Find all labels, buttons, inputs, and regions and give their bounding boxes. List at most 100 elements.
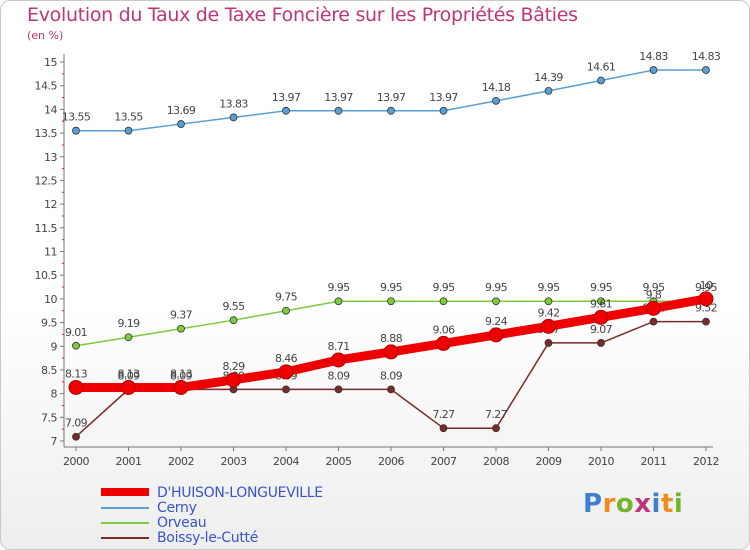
data-label-orveau: 9.95 — [380, 281, 403, 294]
data-point-boissy — [649, 317, 658, 326]
data-point-orveau — [439, 297, 448, 306]
data-label-dhuison: 9.42 — [537, 306, 559, 319]
y-tick-label: 7.5 — [41, 411, 57, 424]
data-point-cerny — [72, 126, 80, 135]
data-point-orveau — [177, 324, 185, 333]
chart-title: Evolution du Taux de Taxe Foncière sur l… — [27, 4, 578, 26]
data-point-dhuison — [331, 352, 346, 368]
data-label-boissy: 8.09 — [170, 369, 193, 382]
data-point-dhuison — [488, 327, 504, 343]
logo-letter: o — [615, 489, 635, 519]
data-label-orveau: 9.37 — [170, 309, 193, 322]
data-point-dhuison — [68, 379, 84, 395]
data-point-boissy — [387, 385, 395, 394]
data-point-boissy — [544, 339, 553, 347]
data-point-orveau — [334, 297, 343, 306]
data-point-orveau — [387, 297, 395, 306]
y-tick-label: 12 — [44, 198, 57, 211]
data-label-cerny: 13.97 — [324, 91, 353, 104]
data-point-dhuison — [698, 291, 714, 307]
data-label-cerny: 14.83 — [692, 50, 721, 63]
data-point-dhuison — [383, 344, 399, 360]
data-point-dhuison — [121, 379, 136, 395]
data-label-orveau: 9.95 — [432, 281, 455, 294]
data-label-boissy: 8.09 — [117, 369, 140, 382]
data-label-orveau: 9.95 — [537, 281, 560, 294]
data-point-cerny — [124, 126, 133, 135]
data-point-dhuison — [646, 300, 661, 316]
logo-letter: i — [651, 489, 661, 519]
x-tick-label: 2002 — [168, 455, 194, 468]
data-label-orveau: 9.01 — [65, 326, 87, 339]
data-label-cerny: 13.83 — [219, 97, 248, 110]
data-label-dhuison: 8.13 — [117, 367, 140, 380]
y-tick-label: 13.5 — [35, 127, 58, 140]
x-tick-label: 2001 — [116, 455, 142, 468]
data-point-cerny — [334, 106, 343, 115]
data-label-dhuison: 8.13 — [65, 367, 88, 380]
data-label-dhuison: 10 — [700, 279, 713, 292]
x-tick-label: 2000 — [63, 455, 89, 468]
x-tick-label: 2007 — [431, 455, 457, 468]
data-label-dhuison: 9.06 — [432, 323, 455, 336]
data-point-cerny — [282, 106, 290, 115]
data-point-boissy — [702, 317, 710, 326]
y-tick-label: 8.5 — [41, 364, 57, 377]
data-point-dhuison — [226, 372, 241, 388]
y-tick-label: 9 — [51, 340, 58, 353]
y-tick-label: 13 — [44, 151, 57, 164]
legend-label-cerny: Cerny — [157, 500, 197, 516]
data-point-cerny — [439, 106, 448, 115]
data-point-cerny — [387, 106, 395, 115]
logo-letter: t — [660, 489, 674, 519]
data-label-dhuison: 8.46 — [275, 352, 298, 365]
data-point-dhuison — [173, 379, 189, 395]
y-tick-label: 10 — [44, 293, 57, 306]
data-label-cerny: 14.39 — [534, 71, 563, 84]
data-point-boissy — [492, 424, 500, 433]
legend-label-dhuison: D'HUISON-LONGUEVILLE — [157, 485, 323, 501]
data-label-orveau: 9.55 — [222, 300, 245, 313]
data-label-boissy: 7.27 — [432, 408, 455, 421]
legend-swatch-dhuison — [101, 488, 149, 496]
data-label-dhuison: 8.29 — [222, 360, 245, 373]
x-tick-label: 2011 — [641, 455, 667, 468]
data-label-boissy: 8.09 — [327, 369, 350, 382]
x-tick-label: 2008 — [483, 455, 509, 468]
y-tick-label: 11 — [44, 246, 57, 259]
data-point-boissy — [334, 385, 343, 394]
data-point-cerny — [492, 96, 500, 105]
data-point-orveau — [72, 341, 80, 350]
legend-label-orveau: Orveau — [157, 515, 207, 531]
data-label-boissy: 8.09 — [380, 369, 403, 382]
y-unit-label: (en %) — [27, 29, 64, 42]
x-tick-label: 2004 — [273, 455, 299, 468]
y-tick-label: 9.5 — [41, 317, 57, 330]
data-label-orveau: 9.19 — [117, 317, 140, 330]
data-point-orveau — [492, 297, 500, 306]
data-label-cerny: 13.97 — [377, 91, 406, 104]
data-label-orveau: 9.95 — [327, 281, 350, 294]
data-point-orveau — [124, 333, 133, 342]
data-label-dhuison: 9.61 — [590, 297, 612, 310]
legend-swatch-orveau — [101, 522, 149, 524]
data-label-dhuison: 8.71 — [327, 340, 349, 353]
data-point-dhuison — [436, 335, 451, 351]
data-point-boissy — [72, 432, 80, 441]
data-point-dhuison — [278, 364, 294, 380]
data-label-orveau: 9.95 — [695, 281, 718, 294]
x-tick-label: 2006 — [378, 455, 404, 468]
data-label-orveau: 9.95 — [642, 281, 665, 294]
data-point-cerny — [229, 113, 238, 122]
y-tick-label: 15 — [44, 56, 57, 69]
y-tick-label: 14.5 — [35, 80, 58, 93]
data-point-boissy — [597, 339, 605, 347]
data-point-cerny — [544, 86, 553, 95]
data-point-cerny — [597, 76, 605, 85]
logo-letter: r — [602, 489, 616, 519]
logo-letter: P — [583, 489, 603, 519]
proxiti-logo: Proxiti — [583, 489, 683, 519]
data-point-dhuison — [593, 309, 609, 325]
